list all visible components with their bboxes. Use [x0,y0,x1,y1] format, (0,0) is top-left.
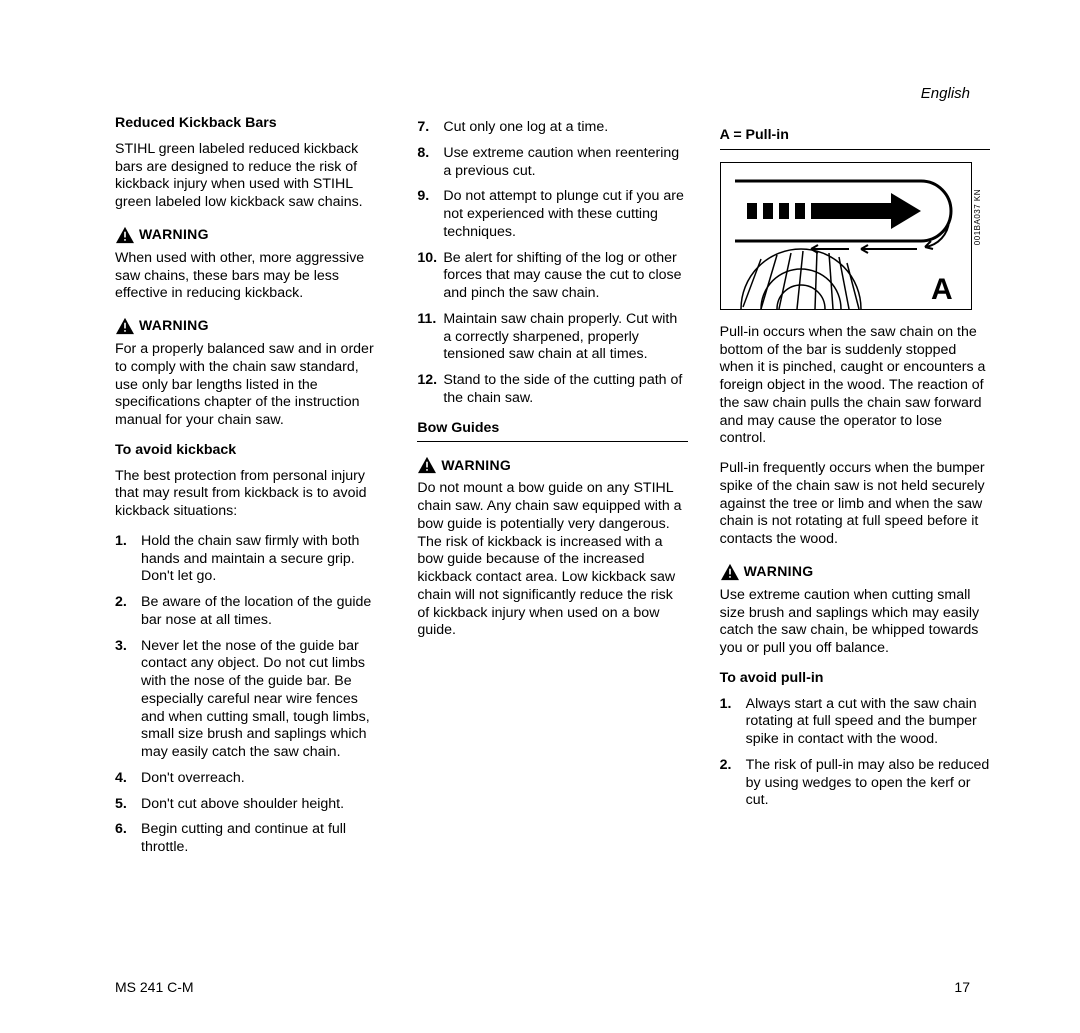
heading-avoid-pullin: To avoid pull-in [720,670,990,688]
list-item: Be alert for shifting of the log or othe… [443,250,687,303]
list-item: Don't overreach. [141,770,385,788]
list-item: Cut only one log at a time. [443,119,687,137]
list-item: Don't cut above shoulder height. [141,796,385,814]
warning-label: WARNING [139,317,209,335]
column-2: 7.Cut only one log at a time. 8.Use extr… [417,115,687,865]
heading-bow-guides: Bow Guides [417,420,687,443]
pull-in-diagram: A 001BA037 KN [720,162,972,310]
warning-label: WARNING [441,457,511,475]
warning-row: WARNING [115,226,385,244]
diagram-svg: A [721,163,973,311]
list-item: Begin cutting and continue at full throt… [141,821,385,857]
list-item: The risk of pull-in may also be reduced … [746,757,990,810]
diagram-ref-code: 001BA037 KN [973,189,983,245]
list-item: Use extreme caution when reentering a pr… [443,145,687,181]
list-item: Be aware of the location of the guide ba… [141,594,385,630]
list-item: Never let the nose of the guide bar cont… [141,638,385,762]
list-item: Do not attempt to plunge cut if you are … [443,188,687,241]
manual-page: English Reduced Kickback Bars STIHL gree… [0,0,1080,1033]
diagram-label-A: A [931,273,953,306]
footer-model: MS 241 C-M [115,979,194,995]
list-item: Always start a cut with the saw chain ro… [746,696,990,749]
body-text: STIHL green labeled reduced kickback bar… [115,141,385,212]
body-text: The best protection from personal injury… [115,468,385,521]
column-1: Reduced Kickback Bars STIHL green labele… [115,115,385,865]
body-text: Pull-in frequently occurs when the bumpe… [720,460,990,549]
list-item: Maintain saw chain properly. Cut with a … [443,311,687,364]
warning-triangle-icon [115,317,135,335]
warning-row: WARNING [417,456,687,474]
warning-triangle-icon [720,563,740,581]
kickback-list-part2: 7.Cut only one log at a time. 8.Use extr… [417,119,687,408]
warning-label: WARNING [139,226,209,244]
warning-triangle-icon [115,226,135,244]
language-label: English [921,85,970,102]
body-text: When used with other, more aggressive sa… [115,250,385,303]
heading-reduced-kickback: Reduced Kickback Bars [115,115,385,133]
kickback-list-part1: 1.Hold the chain saw firmly with both ha… [115,533,385,857]
heading-avoid-kickback: To avoid kickback [115,442,385,460]
column-3: A = Pull-in [720,115,990,865]
warning-label: WARNING [744,563,814,581]
list-item: Hold the chain saw firmly with both hand… [141,533,385,586]
three-column-layout: Reduced Kickback Bars STIHL green labele… [115,115,990,865]
heading-pull-in: A = Pull-in [720,127,990,150]
body-text: Use extreme caution when cutting small s… [720,587,990,658]
warning-row: WARNING [720,563,990,581]
avoid-pullin-list: 1.Always start a cut with the saw chain … [720,696,990,811]
body-text: For a properly balanced saw and in order… [115,341,385,430]
body-text: Do not mount a bow guide on any STIHL ch… [417,480,687,640]
page-footer: MS 241 C-M 17 [115,979,970,995]
body-text: Pull-in occurs when the saw chain on the… [720,324,990,448]
list-item: Stand to the side of the cutting path of… [443,372,687,408]
warning-row: WARNING [115,317,385,335]
footer-page-number: 17 [954,979,970,995]
warning-triangle-icon [417,456,437,474]
